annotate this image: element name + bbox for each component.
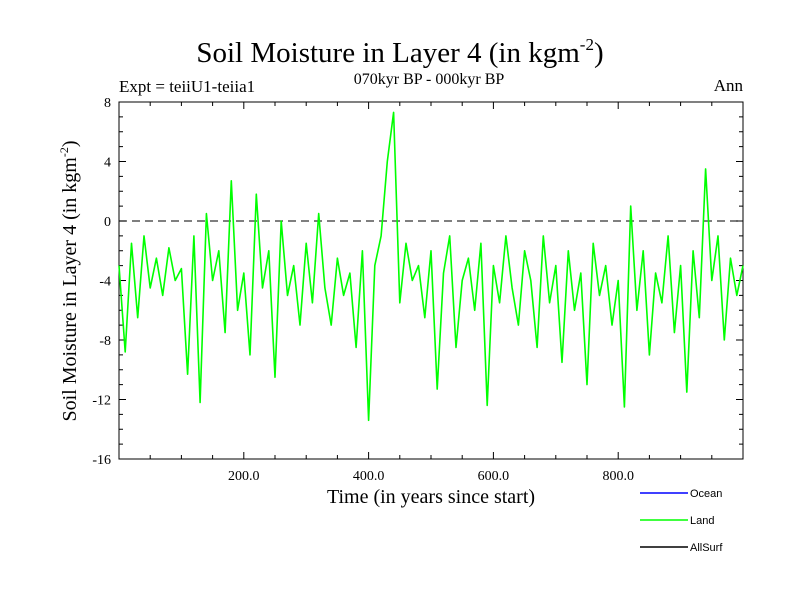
y-tick-label: -12 — [92, 394, 111, 409]
y-tick-label: 0 — [104, 215, 111, 230]
tick-group: -16 -12 -8 -4 0 4 8 200.0 400.0 600.0 800.0 — [92, 96, 743, 484]
x-tick-label: 200.0 — [228, 469, 260, 484]
legend: Ocean Land AllSurf — [640, 488, 723, 554]
y-tick-label: 8 — [104, 96, 111, 111]
y-tick-label: -16 — [92, 453, 111, 468]
series-line-land — [118, 111, 744, 422]
x-tick-label: 800.0 — [602, 469, 634, 484]
season-label: Ann — [714, 76, 744, 95]
legend-label-land: Land — [690, 515, 714, 527]
y-axis-label: Soil Moisture in Layer 4 (in kgm-2) — [57, 140, 81, 421]
x-tick-label: 600.0 — [478, 469, 510, 484]
x-axis-label: Time (in years since start) — [327, 486, 535, 508]
y-tick-label: 4 — [104, 156, 111, 171]
y-tick-label: -4 — [99, 275, 111, 290]
chart-subtitle: 070kyr BP - 000kyr BP — [354, 71, 505, 88]
legend-label-ocean: Ocean — [690, 488, 722, 500]
experiment-label: Expt = teiiU1-teiia1 — [119, 77, 255, 96]
chart-title: Soil Moisture in Layer 4 (in kgm-2) — [196, 35, 603, 69]
y-tick-label: -8 — [99, 334, 111, 349]
series-group — [118, 111, 744, 422]
x-tick-label: 400.0 — [353, 469, 385, 484]
legend-label-allsurf: AllSurf — [690, 542, 723, 554]
